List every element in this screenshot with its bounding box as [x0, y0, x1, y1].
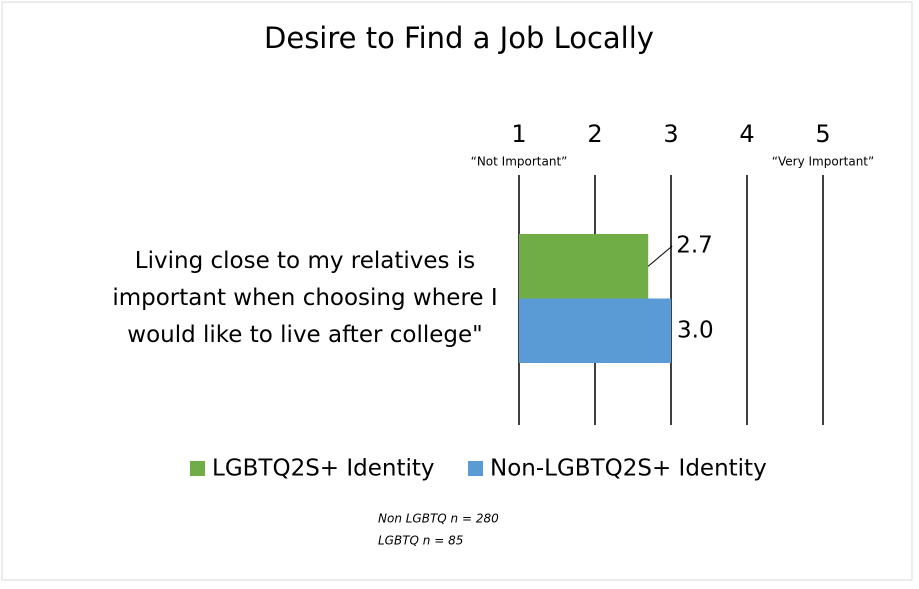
footnote: LGBTQ n = 85 — [378, 534, 463, 548]
footnote: Non LGBTQ n = 280 — [378, 512, 499, 526]
chart-frame — [1, 1, 913, 581]
legend-swatch — [190, 461, 205, 476]
x-tick-label: 4 — [739, 120, 754, 148]
value-label: 2.7 — [676, 233, 713, 259]
axis-annotation: “Very Important” — [772, 155, 874, 169]
bar — [519, 234, 649, 299]
value-label: 3.0 — [677, 317, 714, 343]
x-tick-label: 2 — [587, 120, 602, 148]
x-tick-label: 3 — [663, 120, 678, 148]
category-label: Living close to my relatives is importan… — [112, 248, 498, 348]
axis-annotation: “Not Important” — [471, 155, 568, 169]
leader-line — [647, 245, 673, 267]
bar — [519, 298, 671, 363]
x-tick-label: 5 — [815, 120, 830, 148]
legend-label: LGBTQ2S+ Identity — [212, 456, 435, 482]
legend-swatch — [468, 461, 483, 476]
x-tick-label: 1 — [511, 120, 526, 148]
legend-label: Non-LGBTQ2S+ Identity — [490, 456, 767, 482]
chart-title: Desire to Find a Job Locally — [264, 21, 654, 55]
